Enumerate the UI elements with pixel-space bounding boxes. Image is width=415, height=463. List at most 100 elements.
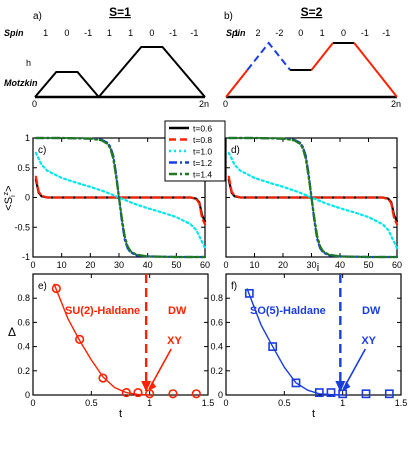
y-label-part: <S [3, 197, 15, 211]
panel-b-letter: b) [224, 11, 233, 22]
x-tick-label: 50 [363, 260, 373, 270]
x-tick-label: 40 [335, 260, 345, 270]
x-tick-label: 0 [30, 260, 35, 270]
spin-value: 1 [107, 28, 112, 38]
series-line [227, 175, 399, 226]
x-tick-label: 60 [200, 260, 210, 270]
path-segment [225, 69, 249, 98]
x-tick-label: 2n [199, 99, 209, 109]
x-tick-label: 1.5 [395, 398, 408, 408]
spin-value: -1 [84, 28, 92, 38]
data-point [133, 387, 143, 398]
plot-frame [225, 273, 402, 396]
annotation-phase-right: DW [362, 305, 381, 317]
spin-value: 1 [43, 28, 48, 38]
panel-a-title: S=1 [109, 5, 131, 19]
x-tick-label: 10 [249, 260, 259, 270]
path-segment [34, 46, 206, 99]
y-tick-label: 0.4 [17, 342, 30, 352]
data-point [314, 388, 324, 397]
spin-value: 1 [320, 28, 325, 38]
y-tick-label: 0 [25, 390, 30, 400]
spin-value: -1 [382, 28, 390, 38]
panel-a-letter: a) [33, 11, 42, 22]
data-point [244, 288, 254, 298]
xy-arrowhead [342, 381, 351, 391]
spin-value: 1 [234, 28, 239, 38]
annotation-phase-left: SO(5)-Haldane [250, 305, 326, 317]
series-line [34, 151, 207, 250]
critical-arrowhead [141, 381, 152, 392]
spin-value: 0 [298, 28, 303, 38]
y-label-sup: z [3, 191, 10, 195]
motzkin-row-label: Motzkin [4, 78, 38, 88]
y-tick-label: -0.5 [14, 222, 30, 232]
x-tick-label: 30 [114, 260, 124, 270]
spin-row-label: Spin [4, 28, 24, 38]
legend-label: t=1.0 [193, 147, 212, 157]
x-tick-label: 40 [143, 260, 153, 270]
data-point [98, 373, 108, 383]
x-tick-label: 10 [57, 260, 67, 270]
x-tick-label: 0.5 [85, 398, 98, 408]
spin-value: 0 [341, 28, 346, 38]
x-tick-label: 60 [392, 260, 402, 270]
y-label-sub: i [10, 195, 17, 197]
data-point [51, 283, 61, 294]
data-point [361, 389, 371, 399]
x-tick-label: 0 [30, 398, 35, 408]
data-point [75, 334, 85, 344]
series-line [34, 136, 207, 259]
legend-label: t=0.8 [193, 135, 212, 145]
spin-value: -1 [190, 28, 198, 38]
path-segment [310, 42, 334, 71]
legend-label: t=1.2 [193, 158, 212, 168]
data-point [121, 387, 131, 398]
y-tick-label: 0.2 [210, 366, 223, 376]
series-line [227, 151, 399, 250]
x-tick-label: 0.5 [278, 398, 291, 408]
annotation-phase-left: SU(2)-Haldane [65, 305, 140, 317]
spin-value: 2 [256, 28, 261, 38]
x-tick-label: 50 [171, 260, 181, 270]
data-point [326, 388, 336, 397]
panel-c-letter: c) [38, 145, 46, 156]
data-point [168, 389, 178, 399]
x-tick-label: 20 [85, 260, 95, 270]
annotation-xy: XY [361, 335, 376, 347]
annotation-xy: XY [167, 335, 182, 347]
y-tick-label: 0.8 [210, 293, 223, 303]
y-tick-label: 0.8 [17, 293, 30, 303]
spin-row-label: Spin [226, 28, 246, 38]
y-tick-label: 0.2 [17, 366, 30, 376]
x-axis-label-t: t [312, 408, 315, 420]
x-tick-label: 30 [306, 260, 316, 270]
x-tick-label: 2n [391, 99, 401, 109]
x-tick-label: 20 [278, 260, 288, 270]
x-tick-label: 1 [340, 398, 345, 408]
annotation-phase-right: DW [168, 305, 187, 317]
spin-value: 0 [64, 28, 69, 38]
fit-curve [53, 283, 150, 396]
series-line [227, 136, 399, 259]
panel-f-letter: f) [231, 281, 237, 292]
x-tick-label: 0 [223, 99, 228, 109]
height-label: h [26, 58, 31, 68]
y-tick-label: 0.5 [17, 163, 30, 173]
y-axis-label-delta: Δ [8, 325, 16, 339]
x-tick-label: 0 [32, 99, 37, 109]
path-segment [246, 41, 291, 71]
x-axis-label-i: i [317, 262, 319, 274]
y-tick-label: -1 [22, 252, 30, 262]
x-axis-label-t: t [119, 408, 122, 420]
legend-label: t=1.4 [193, 170, 212, 180]
y-tick-label: 0.6 [17, 317, 30, 327]
data-point [384, 389, 394, 399]
spin-value: -1 [169, 28, 177, 38]
y-tick-label: 0.4 [210, 342, 223, 352]
plot-frame [32, 273, 209, 396]
panel-e-letter: e) [38, 281, 47, 292]
data-point [291, 378, 301, 388]
panel-b-title: S=2 [301, 5, 323, 19]
